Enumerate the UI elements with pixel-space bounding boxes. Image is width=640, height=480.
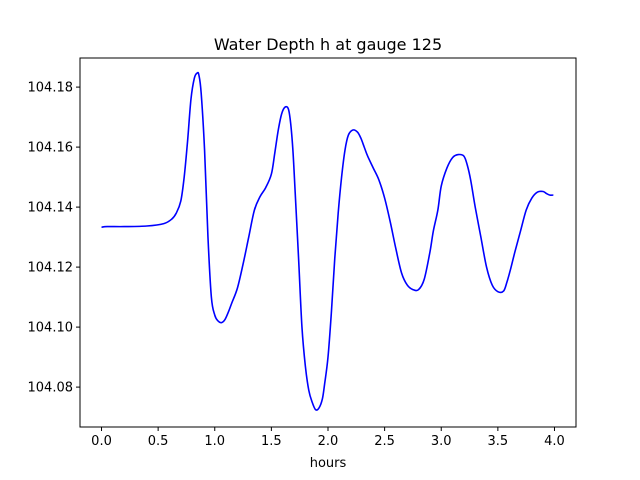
x-axis: 0.0 0.5 1.0 1.5 2.0 2.5 3.0 3.5 4.0 xyxy=(91,427,565,449)
y-axis: 104.08 104.10 104.12 104.14 104.16 104.18 xyxy=(28,81,80,396)
chart-title: Water Depth h at gauge 125 xyxy=(214,35,442,54)
y-tick-label: 104.08 xyxy=(28,381,74,396)
y-tick-label: 104.16 xyxy=(28,141,74,156)
x-tick-label: 0.5 xyxy=(148,434,169,449)
y-tick-label: 104.12 xyxy=(28,261,74,276)
x-tick-label: 2.5 xyxy=(374,434,395,449)
x-tick-label: 3.5 xyxy=(488,434,509,449)
x-tick-label: 4.0 xyxy=(544,434,565,449)
x-tick-label: 0.0 xyxy=(91,434,112,449)
y-tick-label: 104.14 xyxy=(28,201,74,216)
x-tick-label: 1.0 xyxy=(204,434,225,449)
x-axis-label: hours xyxy=(310,456,347,471)
water-depth-series-line xyxy=(101,71,554,411)
plot-area xyxy=(101,71,554,411)
x-tick-label: 3.0 xyxy=(431,434,452,449)
y-tick-label: 104.18 xyxy=(28,81,74,96)
axes-frame xyxy=(79,57,577,428)
x-tick-label: 1.5 xyxy=(261,434,282,449)
x-tick-label: 2.0 xyxy=(318,434,339,449)
y-tick-label: 104.10 xyxy=(28,321,74,336)
